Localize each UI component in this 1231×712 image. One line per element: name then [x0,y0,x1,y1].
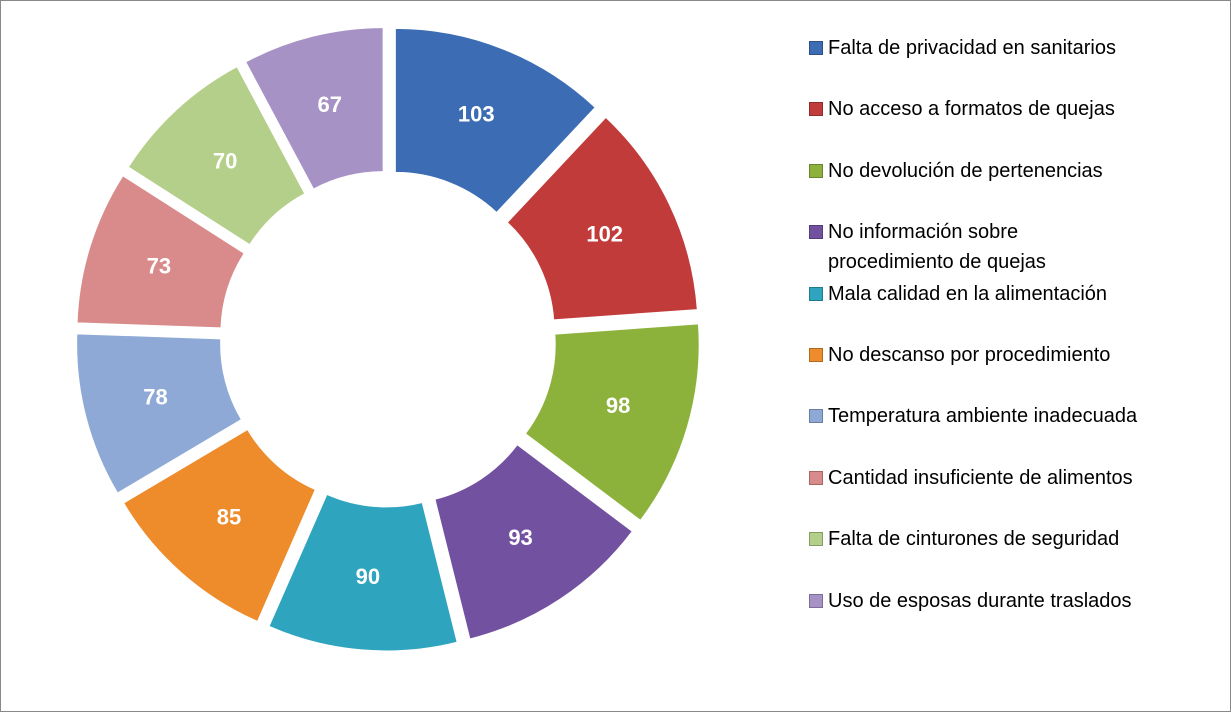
slice [524,323,700,522]
data-label: 67 [318,92,342,117]
legend-label: No devolución de pertenencias [828,159,1103,182]
legend-item: No información sobre procedimiento de qu… [809,217,1078,277]
data-label: 93 [508,525,532,550]
legend-item: No descanso por procedimiento [809,340,1110,370]
data-label: 98 [606,393,630,418]
legend-swatch [809,225,823,240]
legend-item: Cantidad insuficiente de alimentos [809,463,1133,493]
slice [245,27,384,190]
data-label: 102 [586,222,623,247]
legend-swatch [809,470,823,485]
data-label: 90 [356,564,380,589]
plot: 103 102 98 93 90 85 78 73 70 67 [76,27,700,652]
slice [76,333,243,494]
legend-swatch [809,532,823,547]
legend-label: Falta de privacidad en sanitarios [828,37,1116,59]
slice [434,444,633,640]
legend-label: No acceso a formatos de quejas [828,98,1115,121]
legend-item: No devolución de pertenencias [809,156,1103,186]
legend-label: Mala calidad en la alimentación [828,282,1108,305]
legend-swatch [809,348,823,362]
slice [506,116,698,321]
legend-label: Temperatura ambiente inadecuada [828,405,1138,428]
legend-label: No información sobre procedimiento de qu… [828,221,1046,274]
legend-item: Uso de esposas durante traslados [809,586,1132,616]
legend-label: No descanso por procedimiento [828,344,1111,366]
legend-item: Falta de cinturones de seguridad [809,524,1119,554]
legend-label: Cantidad insuficiente de alimentos [828,466,1133,489]
slice [76,175,245,329]
legend-swatch [809,102,823,117]
legend-label: Uso de esposas durante traslados [828,589,1132,612]
slice [127,66,306,246]
data-label: 78 [143,384,167,409]
legend-swatch [809,593,823,608]
legend-swatch [809,163,823,178]
legend-item: Mala calidad en la alimentación [809,279,1107,309]
legend-swatch [809,41,823,55]
slice [268,493,458,652]
legend-item: Temperatura ambiente inadecuada [809,401,1137,431]
legend-item: No acceso a formatos de quejas [809,94,1115,124]
slice [394,27,596,214]
data-label: 73 [147,253,171,278]
data-label: 85 [217,505,241,530]
legend-label: Falta de cinturones de seguridad [828,528,1120,551]
slice [122,428,316,623]
data-label: 70 [213,149,237,174]
legend-swatch [809,409,823,424]
legend-item: Falta de privacidad en sanitarios [809,33,1116,63]
data-label: 103 [458,102,495,127]
legend-swatch [809,286,823,301]
